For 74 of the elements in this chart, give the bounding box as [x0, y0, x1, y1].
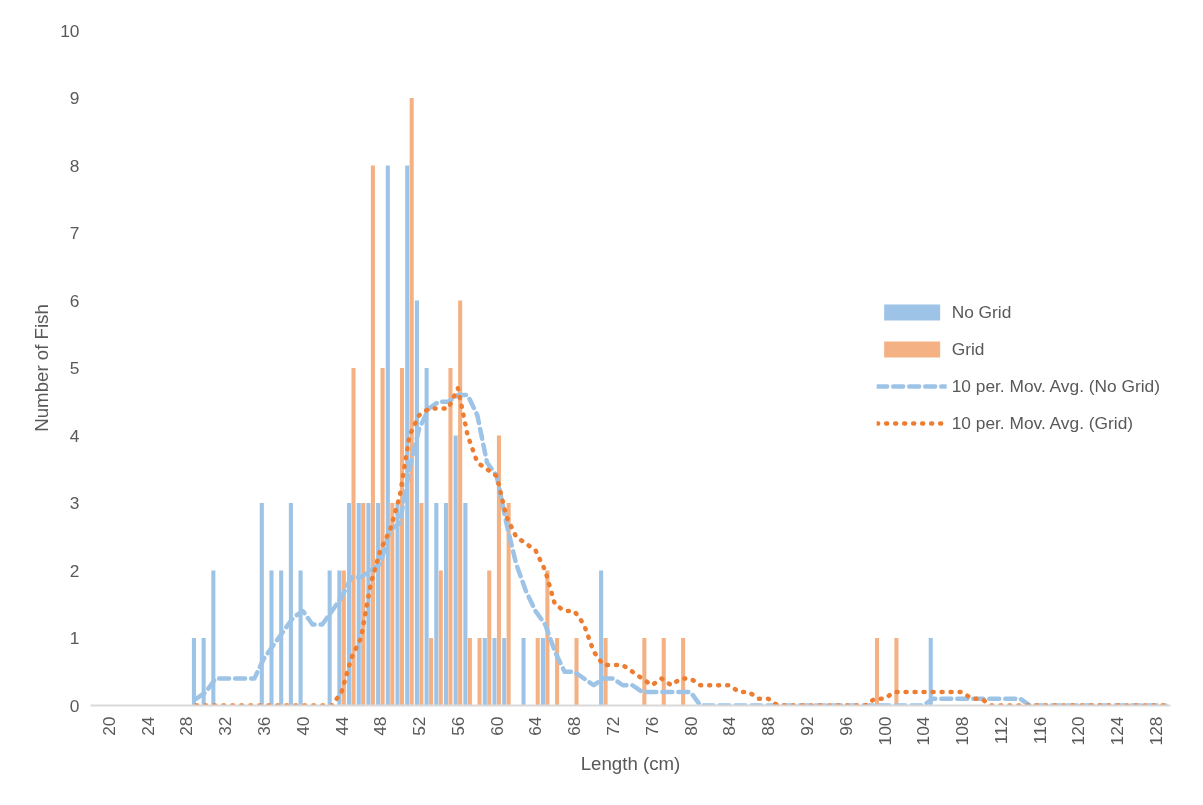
- legend-label: No Grid: [951, 301, 1012, 323]
- bar: [453, 435, 458, 706]
- legend-label: 10 per. Mov. Avg. (No Grid): [951, 375, 1160, 397]
- bar: [535, 638, 540, 706]
- x-tick-label: 76: [641, 716, 662, 736]
- bar: [409, 98, 414, 706]
- x-tick-label: 112: [990, 716, 1011, 745]
- x-tick-label: 96: [835, 716, 856, 736]
- y-tick-label: 6: [69, 290, 80, 311]
- x-tick-label: 20: [98, 716, 119, 736]
- y-tick-label: 10: [60, 20, 80, 41]
- bar: [574, 638, 579, 706]
- bar: [438, 570, 443, 706]
- x-tick-label: 48: [370, 716, 391, 736]
- bar: [429, 638, 434, 706]
- bar: [487, 570, 492, 706]
- bar: [434, 503, 439, 706]
- x-tick-label: 60: [486, 716, 507, 736]
- bar: [351, 368, 356, 706]
- y-tick-label: 5: [69, 358, 80, 378]
- x-tick-label: 108: [952, 716, 973, 746]
- bar: [502, 638, 507, 706]
- x-tick-label: 56: [447, 716, 468, 736]
- x-tick-label: 36: [254, 716, 275, 736]
- y-tick-label: 0: [69, 695, 80, 716]
- y-tick-label: 4: [69, 425, 80, 446]
- x-tick-label: 44: [331, 716, 352, 736]
- bar: [458, 300, 463, 706]
- x-tick-label: 120: [1068, 716, 1089, 746]
- x-tick-label: 24: [137, 716, 158, 736]
- x-tick-label: 116: [1029, 716, 1050, 745]
- x-tick-label: 52: [409, 716, 430, 736]
- x-tick-label: 28: [176, 716, 197, 736]
- bar: [482, 638, 487, 706]
- bar: [521, 638, 526, 706]
- bar: [496, 435, 501, 706]
- x-tick-label: 64: [525, 716, 546, 736]
- legend-label: 10 per. Mov. Avg. (Grid): [951, 412, 1134, 434]
- y-tick-label: 7: [69, 223, 80, 243]
- legend-label: Grid: [951, 338, 985, 360]
- y-tick-label: 9: [69, 88, 80, 108]
- x-tick-label: 32: [215, 716, 236, 736]
- x-tick-label: 40: [292, 716, 313, 736]
- y-axis-title: Number of Fish: [31, 304, 53, 432]
- bar: [477, 638, 482, 706]
- bar: [492, 638, 497, 706]
- bar: [380, 368, 385, 706]
- y-tick-label: 8: [69, 155, 80, 176]
- x-tick-label: 84: [719, 716, 740, 736]
- y-tick-label: 3: [69, 493, 80, 513]
- bar: [443, 503, 449, 706]
- bar: [875, 638, 880, 706]
- bar: [448, 368, 453, 706]
- x-tick-label: 124: [1107, 716, 1128, 746]
- x-tick-label: 68: [564, 716, 585, 736]
- x-tick-label: 72: [603, 716, 624, 736]
- bar: [419, 503, 424, 706]
- bar: [361, 503, 366, 706]
- bar: [894, 638, 899, 706]
- bar: [467, 638, 472, 706]
- bar: [540, 638, 545, 706]
- bar: [463, 503, 468, 706]
- x-tick-label: 104: [913, 716, 934, 746]
- y-tick-label: 1: [69, 628, 80, 648]
- y-tick-label: 2: [69, 560, 80, 581]
- x-tick-label: 80: [680, 716, 701, 736]
- x-tick-label: 88: [758, 716, 779, 736]
- x-axis-title: Length (cm): [580, 753, 681, 775]
- x-tick-label: 92: [796, 716, 817, 736]
- x-tick-label: 128: [1145, 716, 1166, 746]
- bar: [390, 503, 395, 706]
- x-tick-label: 100: [874, 716, 895, 746]
- bar: [642, 638, 647, 706]
- bar: [370, 165, 375, 706]
